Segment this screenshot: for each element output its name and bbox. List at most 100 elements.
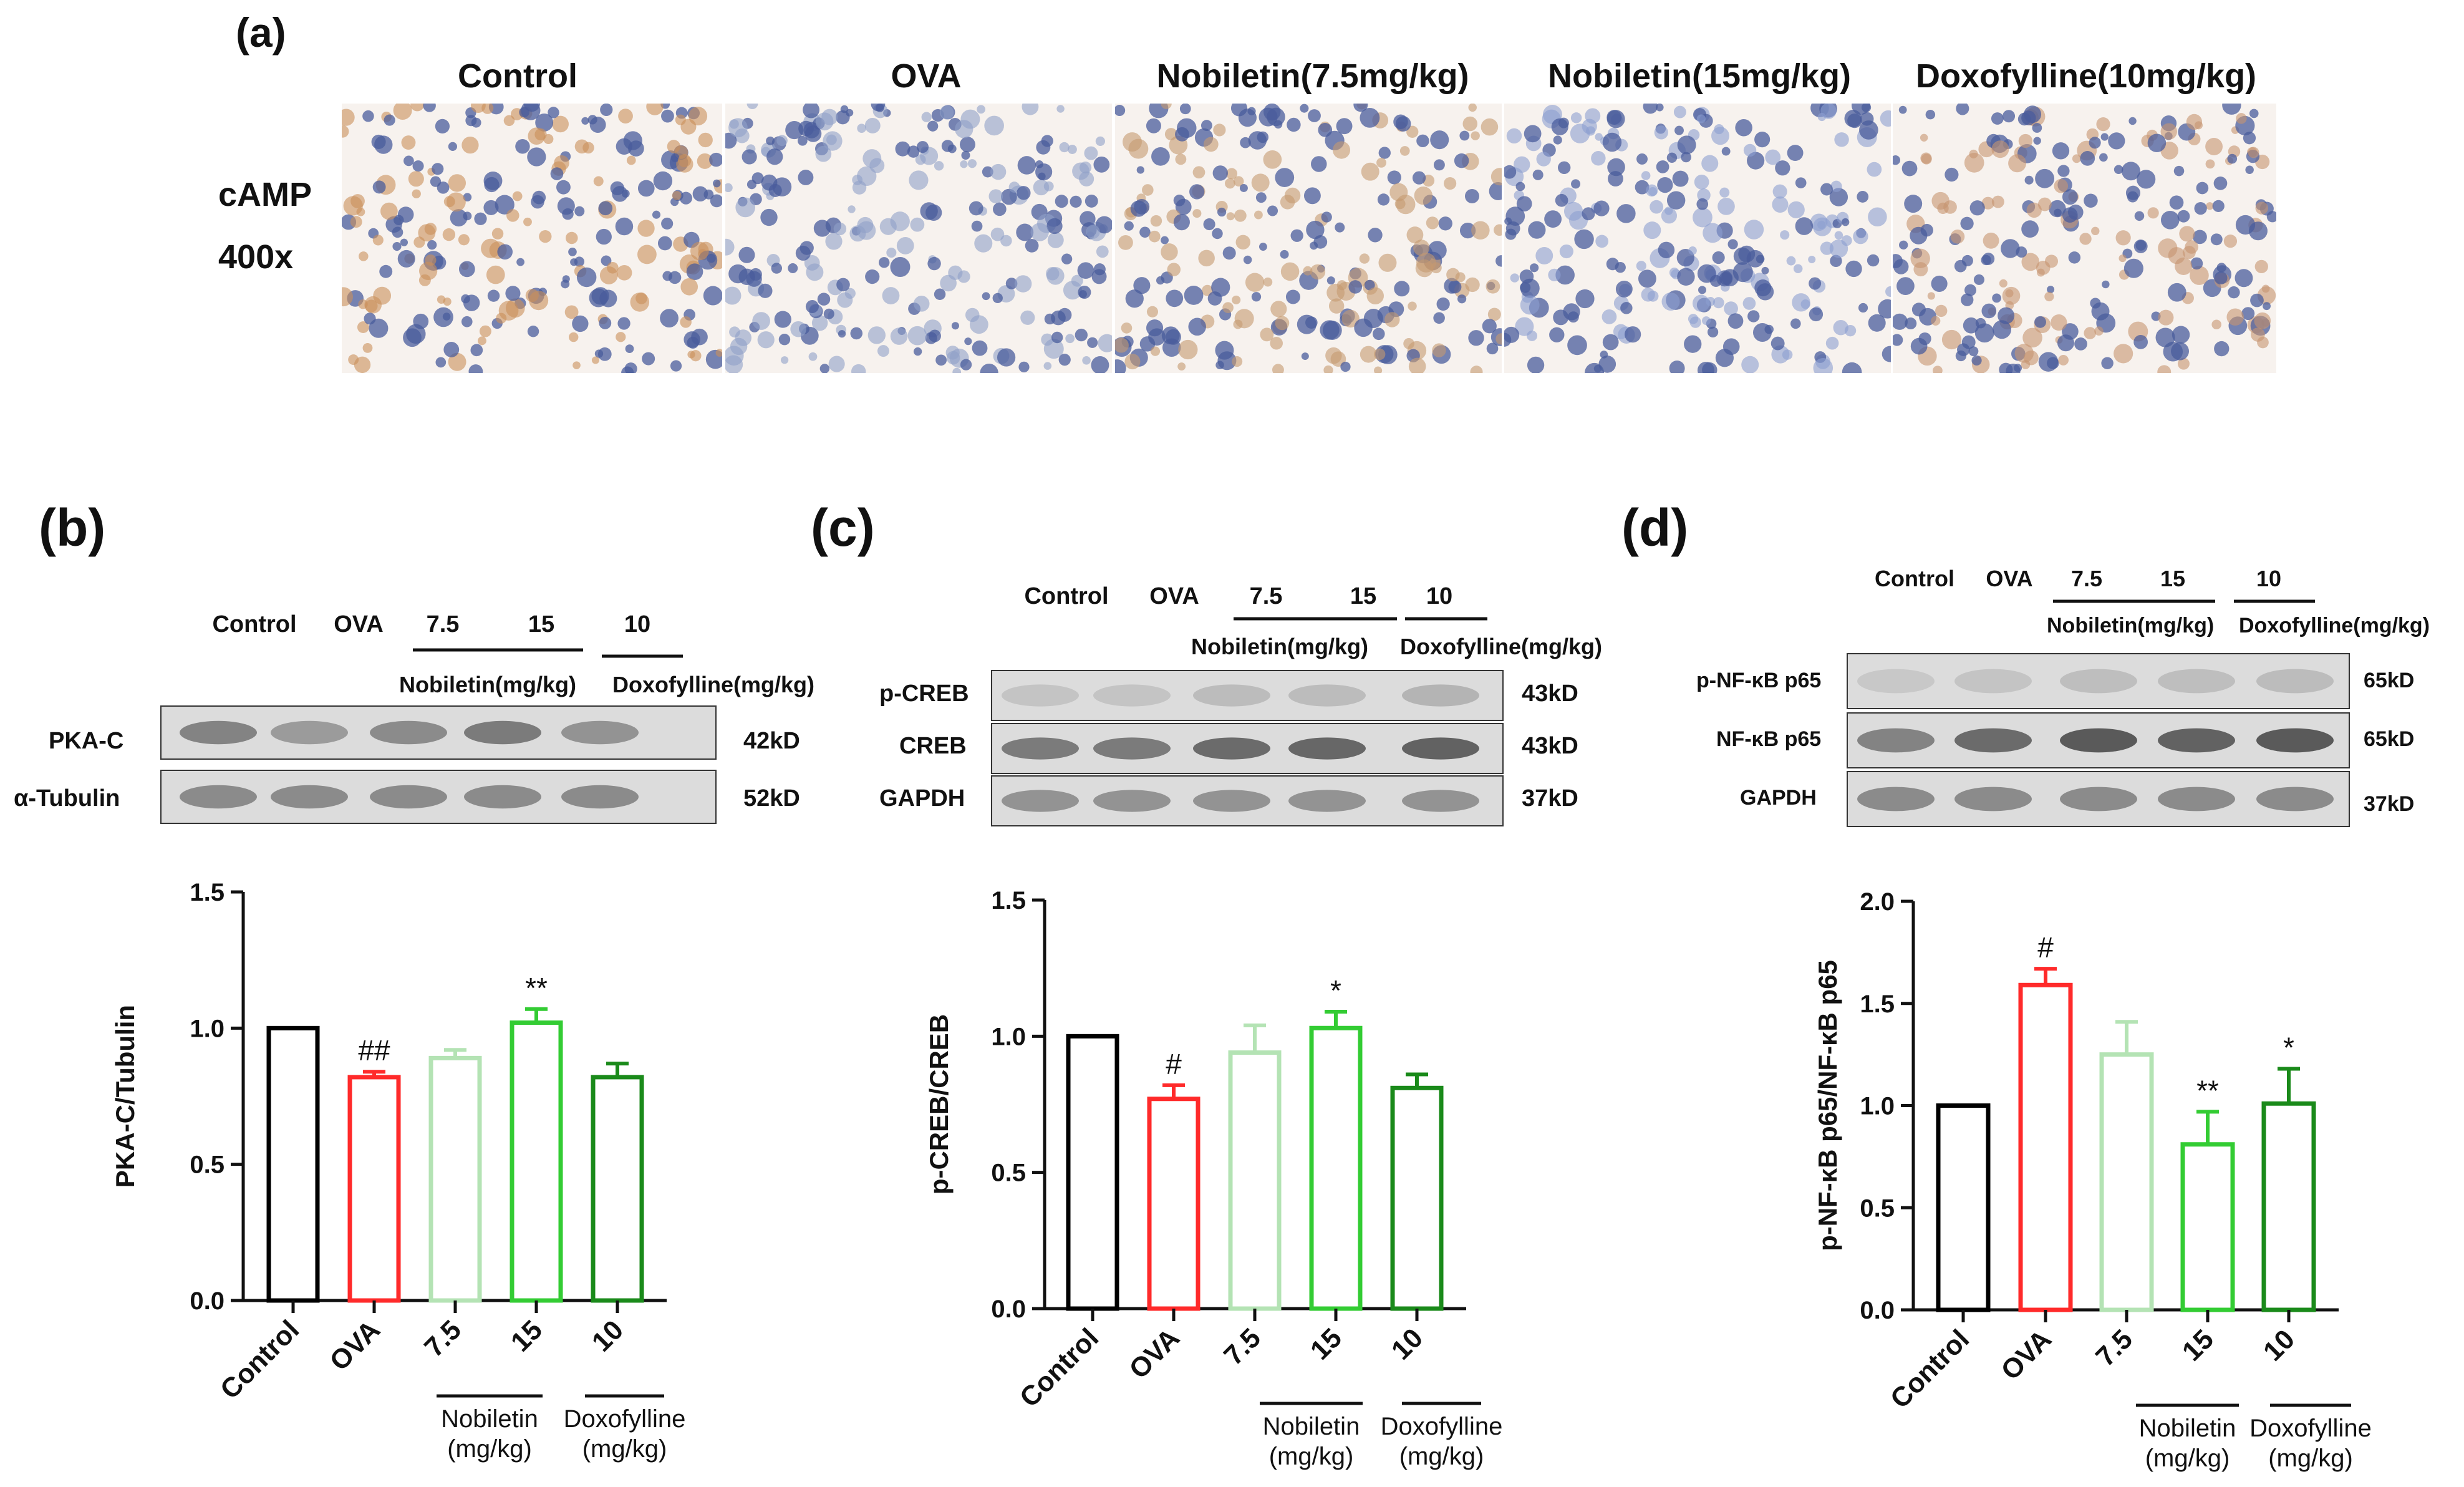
group-label-unit: (mg/kg) (2268, 1445, 2353, 1472)
cell (758, 283, 773, 298)
cell (1964, 284, 1977, 296)
cell (505, 286, 521, 301)
bar-75 (1228, 1050, 1282, 1311)
cell (1035, 160, 1043, 168)
cell (458, 261, 475, 278)
panel-a-row-label: cAMP (218, 176, 312, 213)
cell (2016, 246, 2027, 258)
cell (2190, 266, 2209, 285)
cell (432, 163, 444, 175)
cell (481, 104, 494, 114)
cell (2255, 201, 2268, 215)
cell (774, 311, 791, 328)
cell (1468, 330, 1484, 346)
cell (1505, 228, 1517, 240)
cell (1709, 274, 1722, 287)
cell (350, 216, 362, 228)
cell (2169, 195, 2184, 210)
cell (1360, 346, 1377, 363)
cell (1393, 114, 1408, 129)
cell (2212, 200, 2225, 212)
cell (2074, 337, 2087, 351)
cell (1666, 152, 1678, 163)
cell (1376, 157, 1386, 168)
cell (1030, 223, 1049, 241)
cell (1771, 336, 1785, 351)
micrograph-3 (1115, 104, 1502, 373)
cell (1178, 339, 1198, 360)
blot-band (180, 720, 257, 745)
cell (384, 114, 395, 126)
cell (2245, 165, 2254, 174)
cell (1416, 134, 1429, 148)
cell (2223, 235, 2238, 248)
cell (1945, 167, 1959, 182)
cell (1655, 104, 1664, 112)
y-tick-label: 1.0 (991, 1023, 1026, 1050)
y-tick-label: 0.5 (991, 1160, 1026, 1187)
cell (1654, 125, 1668, 140)
cell (2266, 211, 2276, 223)
cell (1260, 327, 1274, 342)
cell (1115, 337, 1129, 353)
cell (2251, 327, 2265, 342)
cell (1322, 321, 1342, 340)
bar-control (1936, 1103, 1991, 1312)
cell (437, 181, 450, 194)
cell (746, 271, 762, 287)
significance-mark: ** (2196, 1074, 2219, 1107)
cell (1426, 216, 1439, 230)
cell (813, 220, 831, 237)
cell (1348, 280, 1363, 294)
cell (1955, 350, 1967, 362)
cell (1093, 156, 1110, 173)
cell (1756, 254, 1765, 264)
cell (1830, 180, 1842, 192)
cell (698, 132, 713, 148)
cell (401, 135, 416, 150)
cell (1880, 110, 1891, 127)
bar-ova (2018, 982, 2073, 1312)
cell (974, 234, 993, 253)
cell (670, 153, 680, 163)
cell (1567, 335, 1587, 356)
cell (675, 114, 686, 125)
cell (2248, 221, 2268, 241)
blot-d-band-size-gapdh: 37kD (2364, 792, 2414, 816)
cell (374, 135, 393, 154)
cell (825, 233, 843, 250)
cell (1969, 200, 1985, 216)
y-tick-label: 0.5 (190, 1151, 225, 1179)
blot-band (1288, 684, 1366, 707)
cell (380, 202, 398, 220)
cell (1115, 359, 1126, 373)
cell (1212, 165, 1228, 181)
cell (565, 231, 578, 245)
cell (1510, 273, 1519, 283)
cell (521, 104, 541, 120)
cell (1635, 180, 1650, 195)
cell (992, 293, 1003, 304)
cell (1893, 259, 1909, 274)
cell (1570, 112, 1582, 124)
cell (2018, 133, 2033, 148)
cell (1085, 194, 1098, 208)
cell (1408, 301, 1417, 311)
cell (1086, 225, 1100, 239)
cell (1016, 223, 1034, 241)
blot-d-band-size-nfkb: 65kD (2364, 727, 2414, 751)
cell (392, 226, 403, 238)
cell (1332, 141, 1351, 159)
cell (626, 155, 636, 165)
blot-d-header-10: 10 (2256, 566, 2281, 591)
cell (1043, 362, 1052, 370)
cell (1571, 179, 1581, 189)
panel-c-letter: (c) (811, 498, 875, 557)
cell (1570, 124, 1590, 143)
significance-mark: * (1330, 974, 1341, 1007)
cell (373, 286, 392, 305)
cell (642, 352, 655, 366)
bar-control (266, 1025, 320, 1303)
cell (688, 107, 708, 126)
cell (823, 131, 843, 151)
